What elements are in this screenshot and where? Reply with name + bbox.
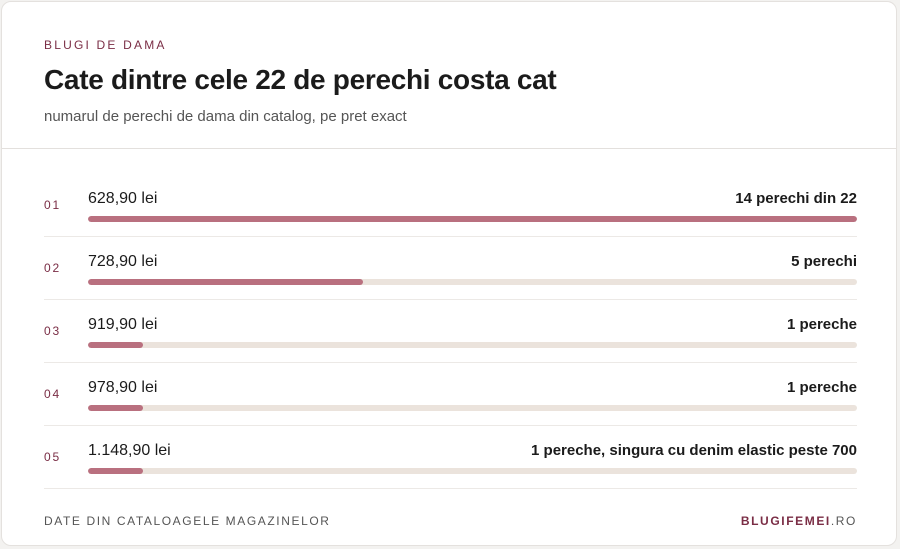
bar-track (88, 216, 857, 222)
chart-subtitle: numarul de perechi de dama din catalog, … (44, 108, 407, 125)
price-label: 1.148,90 lei (88, 442, 171, 459)
row-rank: 03 (44, 324, 61, 338)
row-rank: 02 (44, 261, 61, 275)
bar-track (88, 342, 857, 348)
eyebrow-label: BLUGI DE DAMA (44, 38, 167, 52)
bar-row: 02 728,90 lei 5 perechi (44, 237, 857, 300)
bar-fill (88, 216, 857, 222)
bar-row: 03 919,90 lei 1 pereche (44, 300, 857, 363)
price-label: 628,90 lei (88, 190, 158, 207)
bar-row: 04 978,90 lei 1 pereche (44, 363, 857, 426)
bar-fill (88, 342, 143, 348)
brand-name: BLUGIFEMEI (740, 514, 831, 528)
row-rank: 04 (44, 387, 61, 401)
bar-row: 01 628,90 lei 14 perechi din 22 (44, 174, 857, 237)
brand-mark[interactable]: BLUGIFEMEI.RO (741, 514, 857, 528)
price-label: 978,90 lei (88, 379, 158, 396)
count-label: 1 pereche, singura cu denim elastic pest… (531, 442, 857, 459)
count-label: 1 pereche (786, 316, 857, 333)
price-label: 919,90 lei (88, 316, 158, 333)
bar-fill (88, 405, 143, 411)
bar-track (88, 405, 857, 411)
bar-list: 01 628,90 lei 14 perechi din 22 02 728,90 le… (44, 174, 857, 489)
count-label: 14 perechi din 22 (735, 190, 857, 207)
bar-track (88, 279, 857, 285)
count-label: 5 perechi (791, 253, 857, 270)
bar-track (88, 468, 857, 474)
count-label: 1 pereche (786, 379, 857, 396)
bar-row: 05 1.148,90 lei 1 pereche, singura cu deni… (44, 426, 857, 489)
card-header: BLUGI DE DAMA Cate dintre cele 22 de per… (2, 2, 896, 149)
bar-fill (88, 468, 143, 474)
bar-fill (88, 279, 363, 285)
price-label: 728,90 lei (88, 253, 158, 270)
source-note: DATE DIN CATALOAGELE MAGAZINELOR (44, 514, 331, 528)
row-rank: 05 (44, 450, 61, 464)
brand-tld: .RO (830, 514, 857, 528)
chart-title: Cate dintre cele 22 de perechi costa cat (44, 64, 557, 95)
row-rank: 01 (44, 198, 61, 212)
